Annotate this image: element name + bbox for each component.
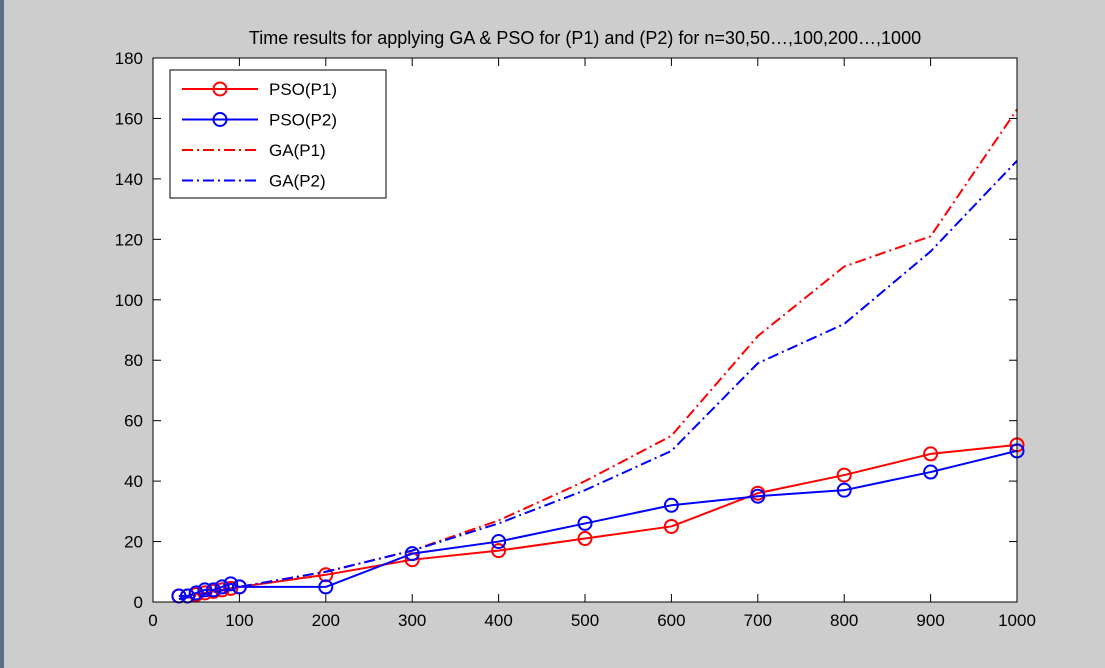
x-tick-label: 1000 bbox=[998, 611, 1036, 630]
chart-title: Time results for applying GA & PSO for (… bbox=[249, 28, 921, 48]
legend-marker bbox=[212, 81, 228, 97]
y-tick-label: 140 bbox=[115, 170, 143, 189]
y-tick-label: 160 bbox=[115, 109, 143, 128]
y-tick-label: 0 bbox=[134, 593, 143, 612]
legend-marker bbox=[212, 112, 228, 127]
data-point bbox=[197, 582, 213, 598]
data-point bbox=[577, 531, 593, 547]
data-point bbox=[231, 579, 247, 595]
data-point bbox=[750, 488, 766, 504]
x-tick-label: 500 bbox=[571, 611, 599, 630]
x-tick-label: 600 bbox=[657, 611, 685, 630]
x-tick-label: 900 bbox=[916, 611, 944, 630]
legend-entry: PSO(P1) bbox=[269, 80, 337, 99]
y-tick-label: 40 bbox=[124, 472, 143, 491]
data-point bbox=[214, 579, 230, 595]
legend-entry: GA(P1) bbox=[269, 141, 326, 160]
legend-entry: PSO(P2) bbox=[269, 111, 337, 130]
data-point bbox=[205, 582, 221, 598]
data-point bbox=[836, 467, 852, 483]
x-tick-label: 800 bbox=[830, 611, 858, 630]
data-point bbox=[491, 534, 507, 550]
data-point bbox=[491, 543, 507, 559]
data-point bbox=[577, 515, 593, 531]
data-point bbox=[923, 464, 939, 480]
series-ga-p1 bbox=[178, 108, 1018, 600]
y-tick-label: 80 bbox=[124, 351, 143, 370]
data-point bbox=[923, 446, 939, 462]
series-line bbox=[178, 108, 1018, 600]
data-point bbox=[404, 546, 420, 562]
x-tick-label: 300 bbox=[398, 611, 426, 630]
x-tick-label: 400 bbox=[484, 611, 512, 630]
legend-entry: GA(P2) bbox=[269, 172, 326, 191]
window-left-border bbox=[0, 0, 4, 668]
y-tick-label: 60 bbox=[124, 412, 143, 431]
x-tick-label: 100 bbox=[225, 611, 253, 630]
data-point bbox=[223, 580, 239, 596]
x-tick-label: 200 bbox=[312, 611, 340, 630]
data-point bbox=[188, 585, 204, 601]
legend-box bbox=[169, 69, 387, 199]
x-tick-label: 0 bbox=[148, 611, 157, 630]
y-tick-label: 120 bbox=[115, 230, 143, 249]
data-point bbox=[223, 576, 239, 592]
data-point bbox=[836, 482, 852, 498]
data-point bbox=[663, 497, 679, 513]
data-point bbox=[663, 518, 679, 534]
y-tick-label: 100 bbox=[115, 291, 143, 310]
y-tick-label: 180 bbox=[115, 49, 143, 68]
x-tick-label: 700 bbox=[744, 611, 772, 630]
data-point bbox=[318, 579, 334, 595]
y-tick-label: 20 bbox=[124, 533, 143, 552]
